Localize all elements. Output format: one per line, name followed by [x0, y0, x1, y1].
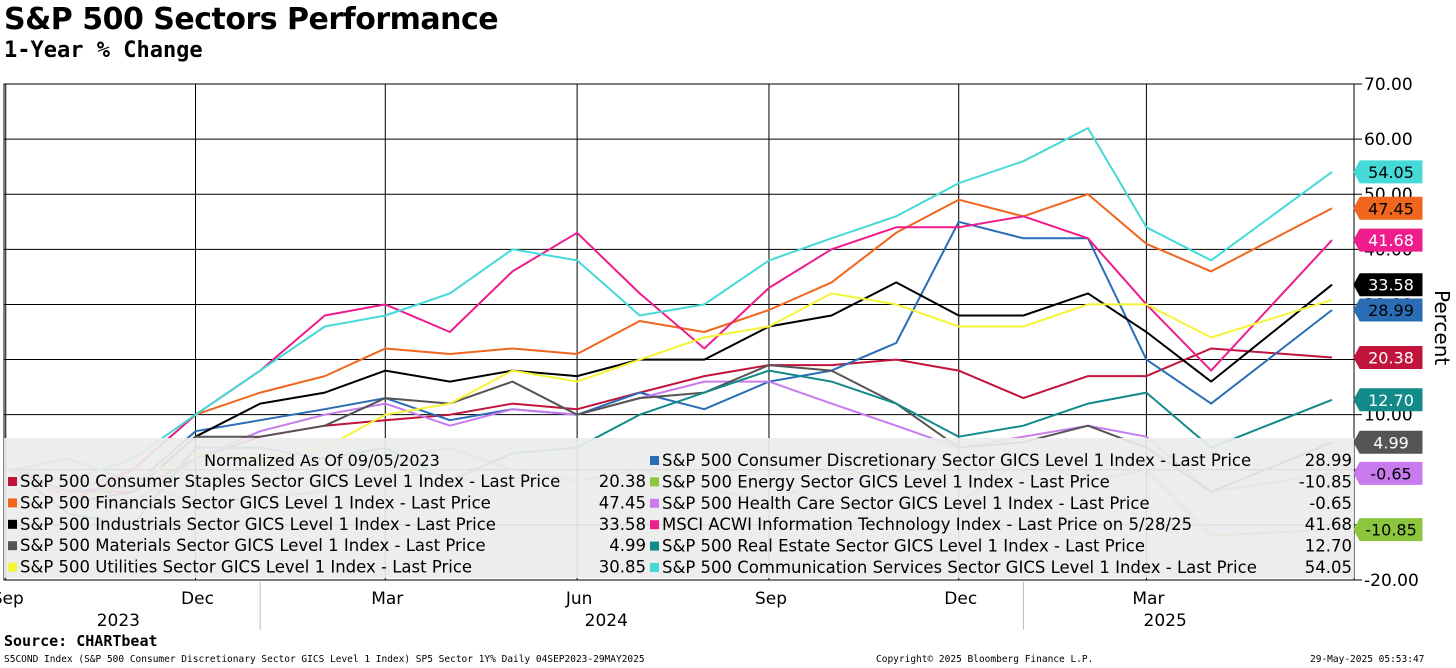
legend-value: 20.38	[599, 472, 646, 491]
end-value-label-box	[1353, 160, 1423, 184]
end-value-label: 20.38	[1368, 348, 1414, 367]
legend-value: 12.70	[1305, 537, 1352, 556]
legend-label: S&P 500 Financials Sector GICS Level 1 I…	[20, 493, 491, 512]
legend-label: MSCI ACWI Information Technology Index -…	[662, 515, 1192, 534]
legend-value: 4.99	[609, 536, 646, 555]
end-value-label: 12.70	[1368, 391, 1414, 410]
legend-label: S&P 500 Consumer Discretionary Sector GI…	[662, 451, 1251, 470]
legend-label: S&P 500 Consumer Staples Sector GICS Lev…	[20, 472, 560, 491]
end-value-label: 41.68	[1368, 231, 1414, 250]
legend-label: S&P 500 Materials Sector GICS Level 1 In…	[20, 536, 486, 555]
x-tick-label: Sep	[0, 589, 24, 609]
y-tick-label: -20.00	[1364, 571, 1419, 591]
legend-swatch	[650, 498, 659, 508]
y-axis-label-text: Percent	[1430, 290, 1454, 366]
end-value-label-box	[1353, 518, 1423, 542]
y-axis-label: Percent	[1426, 290, 1456, 370]
end-value-label: 4.99	[1373, 433, 1409, 452]
end-value-label: -0.65	[1370, 464, 1411, 483]
end-value-label-box	[1353, 345, 1423, 369]
legend-swatch	[8, 477, 17, 486]
footer-index-info: S5COND Index (S&P 500 Consumer Discretio…	[4, 654, 645, 665]
legend-label: S&P 500 Industrials Sector GICS Level 1 …	[20, 515, 496, 534]
end-value-label-box	[1353, 461, 1423, 485]
legend-value: 41.68	[1305, 515, 1352, 534]
chart-subtitle: 1-Year % Change	[4, 38, 203, 63]
y-tick-label: 70.00	[1364, 75, 1413, 95]
x-tick-label: Dec	[181, 589, 214, 609]
end-value-label: 28.99	[1368, 301, 1414, 320]
legend-swatch	[650, 477, 659, 487]
end-value-label-box	[1353, 388, 1423, 412]
end-value-label-box	[1353, 196, 1423, 220]
series-line	[11, 127, 1333, 482]
legend-value: 30.85	[599, 558, 646, 577]
end-value-label-box	[1353, 430, 1423, 454]
end-value-label: -10.85	[1365, 521, 1417, 540]
legend-label: S&P 500 Real Estate Sector GICS Level 1 …	[662, 537, 1145, 556]
legend-swatch	[8, 519, 17, 529]
legend-value: -10.85	[1299, 472, 1352, 491]
legend-swatch	[8, 562, 17, 572]
year-label: 2025	[1144, 611, 1187, 631]
y-tick-label: 60.00	[1364, 130, 1413, 150]
x-tick-label: Mar	[371, 589, 403, 609]
source-note: Source: CHARTbeat	[4, 632, 158, 650]
legend-header: Normalized As Of 09/05/2023	[204, 451, 440, 470]
legend-swatch	[650, 541, 659, 551]
year-label: 2023	[97, 611, 140, 631]
legend-swatch	[650, 563, 659, 572]
chart-title: S&P 500 Sectors Performance	[4, 2, 499, 37]
legend-label: S&P 500 Health Care Sector GICS Level 1 …	[662, 494, 1150, 513]
end-value-label: 47.45	[1368, 199, 1414, 218]
legend-swatch	[8, 498, 17, 508]
footer-timestamp: 29-May-2025 05:53:47	[1310, 654, 1425, 665]
end-value-label-box	[1353, 273, 1423, 297]
legend-swatch	[650, 520, 659, 530]
legend-label: S&P 500 Energy Sector GICS Level 1 Index…	[662, 472, 1110, 491]
end-value-label: 33.58	[1368, 276, 1414, 295]
legend-label: S&P 500 Utilities Sector GICS Level 1 In…	[20, 558, 472, 577]
legend-value: 33.58	[599, 515, 646, 534]
x-tick-label: Dec	[944, 589, 977, 609]
x-tick-label: Sep	[755, 589, 787, 609]
legend-swatch	[650, 456, 659, 465]
x-tick-label: Jun	[565, 589, 593, 609]
series-line	[11, 220, 1333, 493]
legend-value: 47.45	[599, 493, 646, 512]
footer-copyright: Copyright© 2025 Bloomberg Finance L.P.	[876, 654, 1094, 665]
year-label: 2024	[585, 611, 628, 631]
series-line	[11, 193, 1333, 493]
series-line	[11, 364, 1333, 504]
x-tick-label: Mar	[1132, 589, 1164, 609]
legend-swatch	[8, 541, 17, 551]
legend-value: 54.05	[1305, 558, 1352, 577]
legend-box	[4, 438, 1354, 578]
end-value-label: 54.05	[1368, 163, 1414, 182]
legend-value: 28.99	[1305, 451, 1352, 470]
legend-value: -0.65	[1309, 494, 1352, 513]
end-value-label-box	[1353, 228, 1423, 252]
end-value-label-box	[1353, 298, 1423, 322]
legend-label: S&P 500 Communication Services Sector GI…	[662, 558, 1257, 577]
